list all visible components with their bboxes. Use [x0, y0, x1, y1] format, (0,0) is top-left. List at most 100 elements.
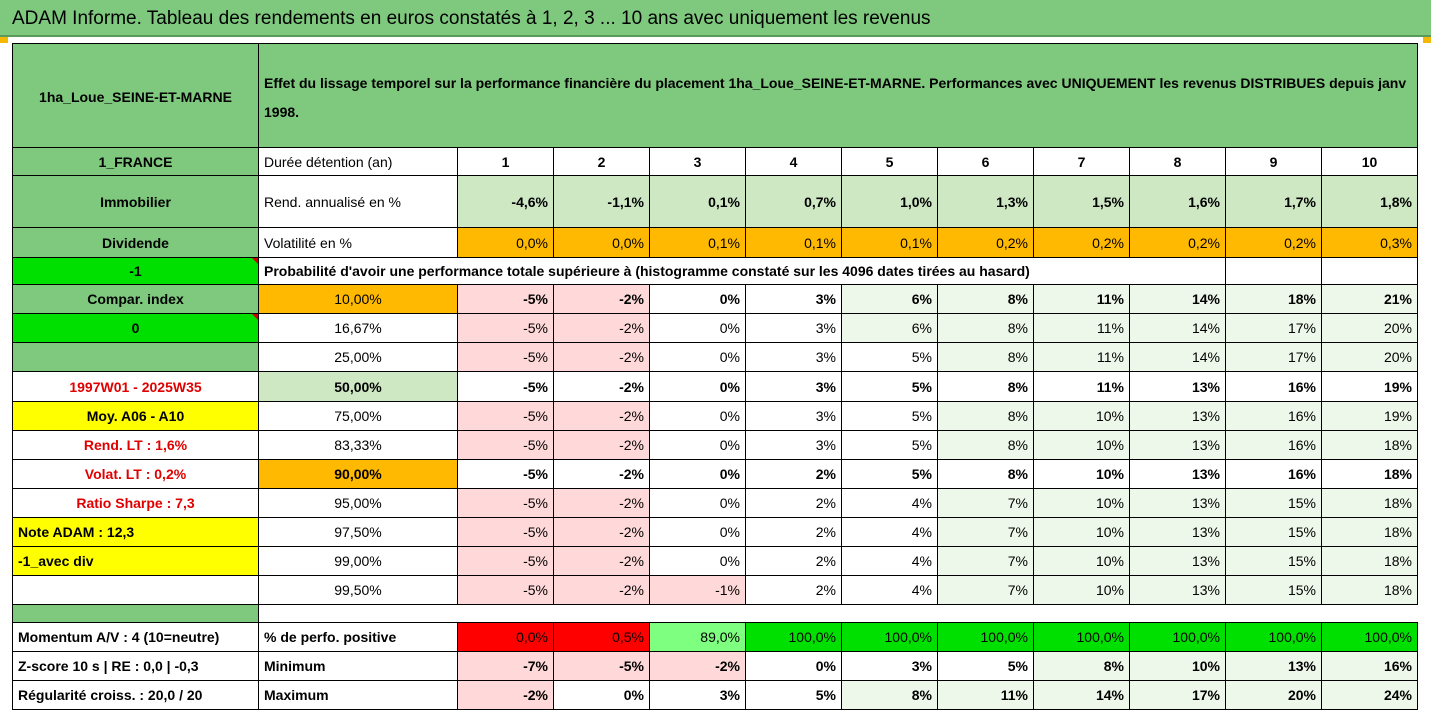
minimum-label: Minimum — [258, 651, 458, 681]
zscore: Z-score 10 s | RE : 0,0 | -0,3 — [12, 651, 259, 681]
rend-value: 1,0% — [841, 175, 938, 228]
table-row: Note ADAM : 12,3 97,50% -5% -2% 0% 2% 4% 7% 10% 1… — [12, 517, 1418, 547]
performance-table: 1ha_Loue_SEINE-ET-MARNE Effet du lissage … — [12, 43, 1418, 710]
percentile-value: 11% — [1033, 313, 1130, 343]
year-header-3: 3 — [649, 147, 746, 176]
percentile-value: 15% — [1225, 546, 1322, 576]
percentile-value: 14% — [1129, 284, 1226, 314]
percentile-value: 3% — [745, 430, 842, 460]
rend-value: 1,8% — [1321, 175, 1418, 228]
percentile-value: 0% — [649, 459, 746, 489]
year-header-1: 1 — [457, 147, 554, 176]
percentile-value: 0% — [649, 546, 746, 576]
volat-value: 0,3% — [1321, 227, 1418, 258]
maximum-value: 11% — [937, 680, 1034, 710]
rend-value: 0,7% — [745, 175, 842, 228]
percentile-value: -1% — [649, 575, 746, 605]
year-header-6: 6 — [937, 147, 1034, 176]
percentile-value: -2% — [553, 313, 650, 343]
percentile-value: 10% — [1033, 488, 1130, 518]
percentile-value: 18% — [1321, 430, 1418, 460]
volat-value: 0,0% — [553, 227, 650, 258]
percentile-value: 14% — [1129, 342, 1226, 372]
year-header-4: 4 — [745, 147, 842, 176]
percentile-value: 10% — [1033, 430, 1130, 460]
percentile-value: 2% — [745, 459, 842, 489]
percentile-value: -2% — [553, 546, 650, 576]
percentile-label: 83,33% — [258, 430, 458, 460]
percentile-value: -2% — [553, 459, 650, 489]
percentile-value: -5% — [457, 284, 554, 314]
percentile-value: -2% — [553, 430, 650, 460]
percentile-value: 17% — [1225, 313, 1322, 343]
percentile-value: 8% — [937, 430, 1034, 460]
table-row: 1_FRANCE Durée détention (an) 1 2 3 4 5 6 7 8 9 10 — [12, 147, 1418, 176]
corner-mark-right — [1423, 37, 1431, 43]
table-row: Immobilier Rend. annualisé en % -4,6% -1,1%… — [12, 175, 1418, 228]
positive-value: 100,0% — [745, 622, 842, 652]
percentile-value: 13% — [1129, 430, 1226, 460]
percentile-value: 0% — [649, 284, 746, 314]
percentile-value: 3% — [745, 342, 842, 372]
positive-value: 100,0% — [1225, 622, 1322, 652]
year-header-2: 2 — [553, 147, 650, 176]
momentum: Momentum A/V : 4 (10=neutre) — [12, 622, 259, 652]
prob-title: Probabilité d'avoir une performance tota… — [258, 257, 1226, 285]
percentile-value: -2% — [553, 575, 650, 605]
minimum-value: 13% — [1225, 651, 1322, 681]
rend-value: 1,7% — [1225, 175, 1322, 228]
rend-value: 1,5% — [1033, 175, 1130, 228]
percentile-value: 8% — [937, 401, 1034, 431]
maximum-value: 0% — [553, 680, 650, 710]
percentile-label: 99,00% — [258, 546, 458, 576]
percentile-value: -5% — [457, 546, 554, 576]
table-row: Dividende Volatilité en % 0,0% 0,0% 0,1% 0,1%… — [12, 227, 1418, 258]
percentile-value: 16% — [1225, 430, 1322, 460]
positive-label: % de perfo. positive — [258, 622, 458, 652]
percentile-label: 10,00% — [258, 284, 458, 314]
percentile-value: 2% — [745, 488, 842, 518]
percentile-value: 19% — [1321, 371, 1418, 402]
percentile-value: 3% — [745, 371, 842, 402]
year-header-7: 7 — [1033, 147, 1130, 176]
percentile-value: 0% — [649, 342, 746, 372]
percentile-value: 15% — [1225, 517, 1322, 547]
rend-value: 1,3% — [937, 175, 1034, 228]
corner-mark-left — [0, 37, 8, 43]
percentile-value: 6% — [841, 313, 938, 343]
positive-value: 89,0% — [649, 622, 746, 652]
percentile-value: 8% — [937, 313, 1034, 343]
positive-value: 0,0% — [457, 622, 554, 652]
minimum-value: -7% — [457, 651, 554, 681]
percentile-value: -5% — [457, 342, 554, 372]
year-header-10: 10 — [1321, 147, 1418, 176]
percentile-value: -5% — [457, 575, 554, 605]
percentile-value: 17% — [1225, 342, 1322, 372]
percentile-value: 15% — [1225, 575, 1322, 605]
percentile-value: 0% — [649, 517, 746, 547]
percentile-value: 11% — [1033, 371, 1130, 402]
percentile-value: 19% — [1321, 401, 1418, 431]
sharpe-ratio: Ratio Sharpe : 7,3 — [12, 488, 259, 518]
maximum-value: 20% — [1225, 680, 1322, 710]
percentile-value: 0% — [649, 371, 746, 402]
percentile-value: 0% — [649, 401, 746, 431]
note-adam: Note ADAM : 12,3 — [12, 517, 259, 547]
percentile-value: 3% — [745, 313, 842, 343]
flag-value: -1 — [12, 257, 259, 285]
percentile-value: -5% — [457, 459, 554, 489]
percentile-label: 90,00% — [258, 459, 458, 489]
rend-value: 0,1% — [649, 175, 746, 228]
percentile-value: 7% — [937, 546, 1034, 576]
empty-cell — [1321, 257, 1418, 285]
percentile-value: 2% — [745, 517, 842, 547]
gap — [259, 605, 1418, 623]
percentile-value: -2% — [553, 401, 650, 431]
percentile-value: 20% — [1321, 342, 1418, 372]
description: Effet du lissage temporel sur la perform… — [258, 43, 1418, 148]
table-row: Régularité croiss. : 20,0 / 20 Maximum -2%… — [12, 680, 1418, 710]
minimum-value: 5% — [937, 651, 1034, 681]
percentile-value: 8% — [937, 371, 1034, 402]
rend-value: 1,6% — [1129, 175, 1226, 228]
percentile-label: 50,00% — [258, 371, 458, 402]
